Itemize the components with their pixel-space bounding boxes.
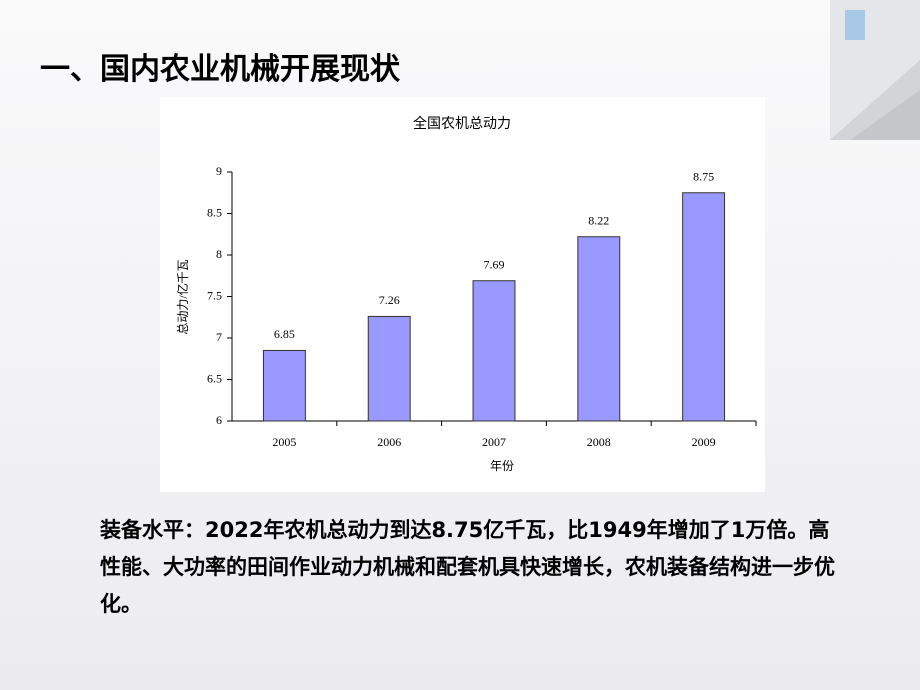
y-axis-label: 总动力/亿千瓦 [175,259,190,334]
chart-title: 全国农机总动力 [413,115,511,132]
x-tick-label: 2006 [377,435,401,449]
value-label: 8.22 [588,213,609,227]
y-tick-label: 7.5 [207,288,222,302]
y-tick-label: 8.5 [207,205,222,219]
chart: 全国农机总动力 年份 总动力/亿千瓦 6 6.5 7 7.5 8 8.5 9 2005 6.85… [160,97,765,492]
bar [472,280,516,422]
x-tick-label: 2007 [482,435,506,449]
bar [682,192,726,422]
y-tick-label: 7 [216,330,222,344]
x-tick-label: 2005 [272,435,296,449]
bar [577,236,621,422]
value-label: 8.75 [693,170,714,184]
x-axis-label: 年份 [490,459,514,473]
slide-title: 一、国内农业机械开展现状 [40,52,400,87]
x-tick-label: 2008 [587,435,611,449]
bar [262,349,306,422]
y-tick-label: 8 [216,247,222,261]
bar [367,315,411,422]
value-label: 6.85 [274,327,295,341]
y-tick-label: 9 [216,164,222,178]
value-label: 7.26 [379,293,400,307]
y-tick-label: 6 [216,413,222,427]
value-label: 7.69 [484,257,505,271]
body-text: 装备水平：2022年农机总动力到达8.75亿千瓦，比1949年增加了1万倍。高性… [100,518,835,616]
x-tick-label: 2009 [692,435,716,449]
decoration [830,0,920,140]
y-tick-label: 6.5 [207,371,222,385]
